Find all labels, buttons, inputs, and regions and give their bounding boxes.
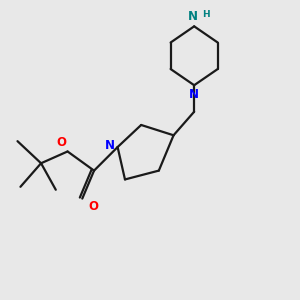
Text: H: H <box>202 10 210 19</box>
Text: O: O <box>56 136 66 148</box>
Text: N: N <box>105 139 115 152</box>
Text: N: N <box>189 88 199 100</box>
Text: N: N <box>188 10 198 23</box>
Text: O: O <box>89 200 99 213</box>
